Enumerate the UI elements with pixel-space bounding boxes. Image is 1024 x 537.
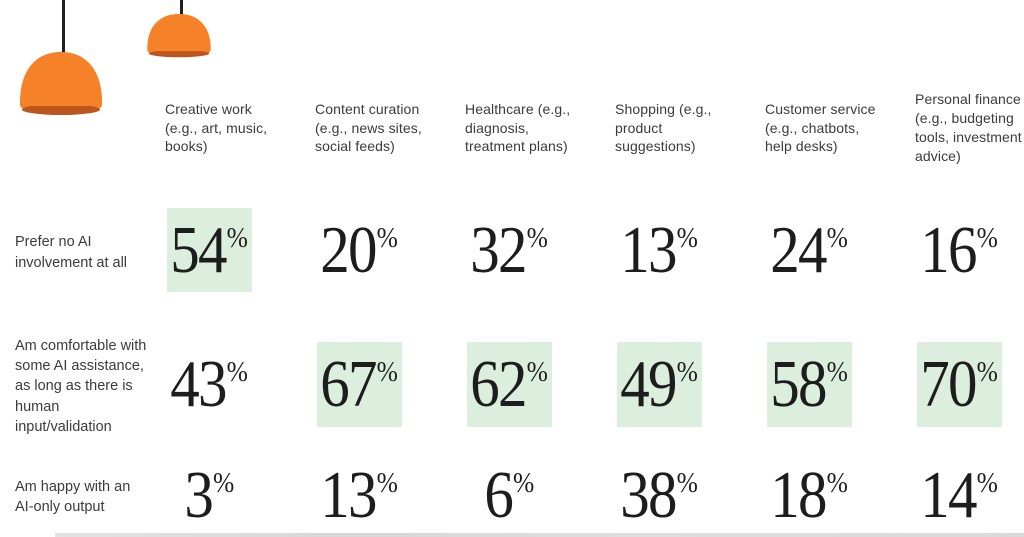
value-box: 16%	[917, 208, 1002, 292]
value-cell: 67%	[315, 310, 465, 445]
value-box: 20%	[317, 208, 402, 292]
value-box: 13%	[617, 208, 702, 292]
value-cell: 13%	[615, 195, 765, 310]
row-label: Am happy with an AI-only output	[15, 478, 131, 515]
category-header: Personal finance (e.g., budgeting tools,…	[915, 91, 1022, 164]
row-label: Am comfortable with some AI assistance, …	[15, 337, 147, 435]
value-cell: 54%	[165, 195, 315, 310]
row-values: 3% 13% 6% 38% 18% 14%	[165, 445, 1024, 537]
category-header: Shopping (e.g., product suggestions)	[615, 100, 712, 155]
bottom-edge-bar	[55, 533, 1024, 537]
highlight-box: 62%	[467, 342, 552, 427]
value-box: 3%	[167, 453, 252, 537]
table-row: Am happy with an AI-only output 3% 13% 6% 3…	[0, 445, 1024, 537]
value-box: 32%	[467, 208, 552, 292]
value-cell: 58%	[765, 310, 915, 445]
value-cell: 18%	[765, 445, 915, 537]
value-cell: 62%	[465, 310, 615, 445]
value-box: 24%	[767, 208, 852, 292]
percentage-value: 13%	[320, 457, 399, 532]
row-label: Prefer no AI involvement at all	[15, 234, 128, 271]
percentage-value: 32%	[470, 212, 549, 287]
value-cell: 3%	[165, 445, 315, 537]
value-cell: 13%	[315, 445, 465, 537]
value-cell: 16%	[915, 195, 1024, 310]
percentage-value: 58%	[770, 347, 849, 421]
pendant-lamp-large-icon	[17, 49, 105, 119]
lamp-cord-large	[62, 0, 65, 53]
pendant-lamp-small-icon	[145, 12, 213, 60]
highlight-box: 54%	[167, 208, 252, 292]
value-box: 13%	[317, 453, 402, 537]
percentage-value: 18%	[770, 457, 849, 532]
value-cell: 14%	[915, 445, 1024, 537]
value-box: 43%	[167, 342, 252, 427]
highlight-box: 58%	[767, 342, 852, 427]
value-cell: 32%	[465, 195, 615, 310]
percentage-value: 3%	[184, 457, 235, 532]
value-box: 6%	[467, 453, 552, 537]
category-header: Creative work (e.g., art, music, books)	[165, 100, 268, 155]
highlight-box: 67%	[317, 342, 402, 427]
value-cell: 24%	[765, 195, 915, 310]
percentage-value: 16%	[920, 212, 999, 287]
category-header: Customer service (e.g., chatbots, help d…	[765, 100, 876, 155]
percentage-value: 13%	[620, 212, 699, 287]
lamp-cord-small	[180, 0, 183, 15]
percentage-value: 70%	[920, 347, 999, 421]
percentage-value: 49%	[620, 347, 699, 421]
row-values: 43% 67% 62% 49% 58% 70%	[165, 310, 1024, 445]
category-header: Healthcare (e.g., diagnosis, treatment p…	[465, 100, 571, 155]
value-box: 14%	[917, 453, 1002, 537]
percentage-value: 54%	[170, 212, 249, 287]
value-cell: 38%	[615, 445, 765, 537]
percentage-value: 43%	[170, 347, 249, 421]
percentage-value: 38%	[620, 457, 699, 532]
value-cell: 43%	[165, 310, 315, 445]
value-cell: 70%	[915, 310, 1024, 445]
value-cell: 49%	[615, 310, 765, 445]
percentage-value: 67%	[320, 347, 399, 421]
table-row: Am comfortable with some AI assistance, …	[0, 310, 1024, 445]
highlight-box: 49%	[617, 342, 702, 427]
category-header: Content curation (e.g., news sites, soci…	[315, 100, 422, 155]
percentage-value: 62%	[470, 347, 549, 421]
value-cell: 20%	[315, 195, 465, 310]
highlight-box: 70%	[917, 342, 1002, 427]
percentage-value: 24%	[770, 212, 849, 287]
table-row: Prefer no AI involvement at all 54% 20% 32…	[0, 195, 1024, 310]
percentage-value: 6%	[484, 457, 535, 532]
row-values: 54% 20% 32% 13% 24% 16%	[165, 195, 1024, 310]
percentage-value: 14%	[920, 457, 999, 532]
value-cell: 6%	[465, 445, 615, 537]
percentage-value: 20%	[320, 212, 399, 287]
header-row: Creative work (e.g., art, music, books) C…	[165, 58, 1024, 198]
value-box: 38%	[617, 453, 702, 537]
value-box: 18%	[767, 453, 852, 537]
